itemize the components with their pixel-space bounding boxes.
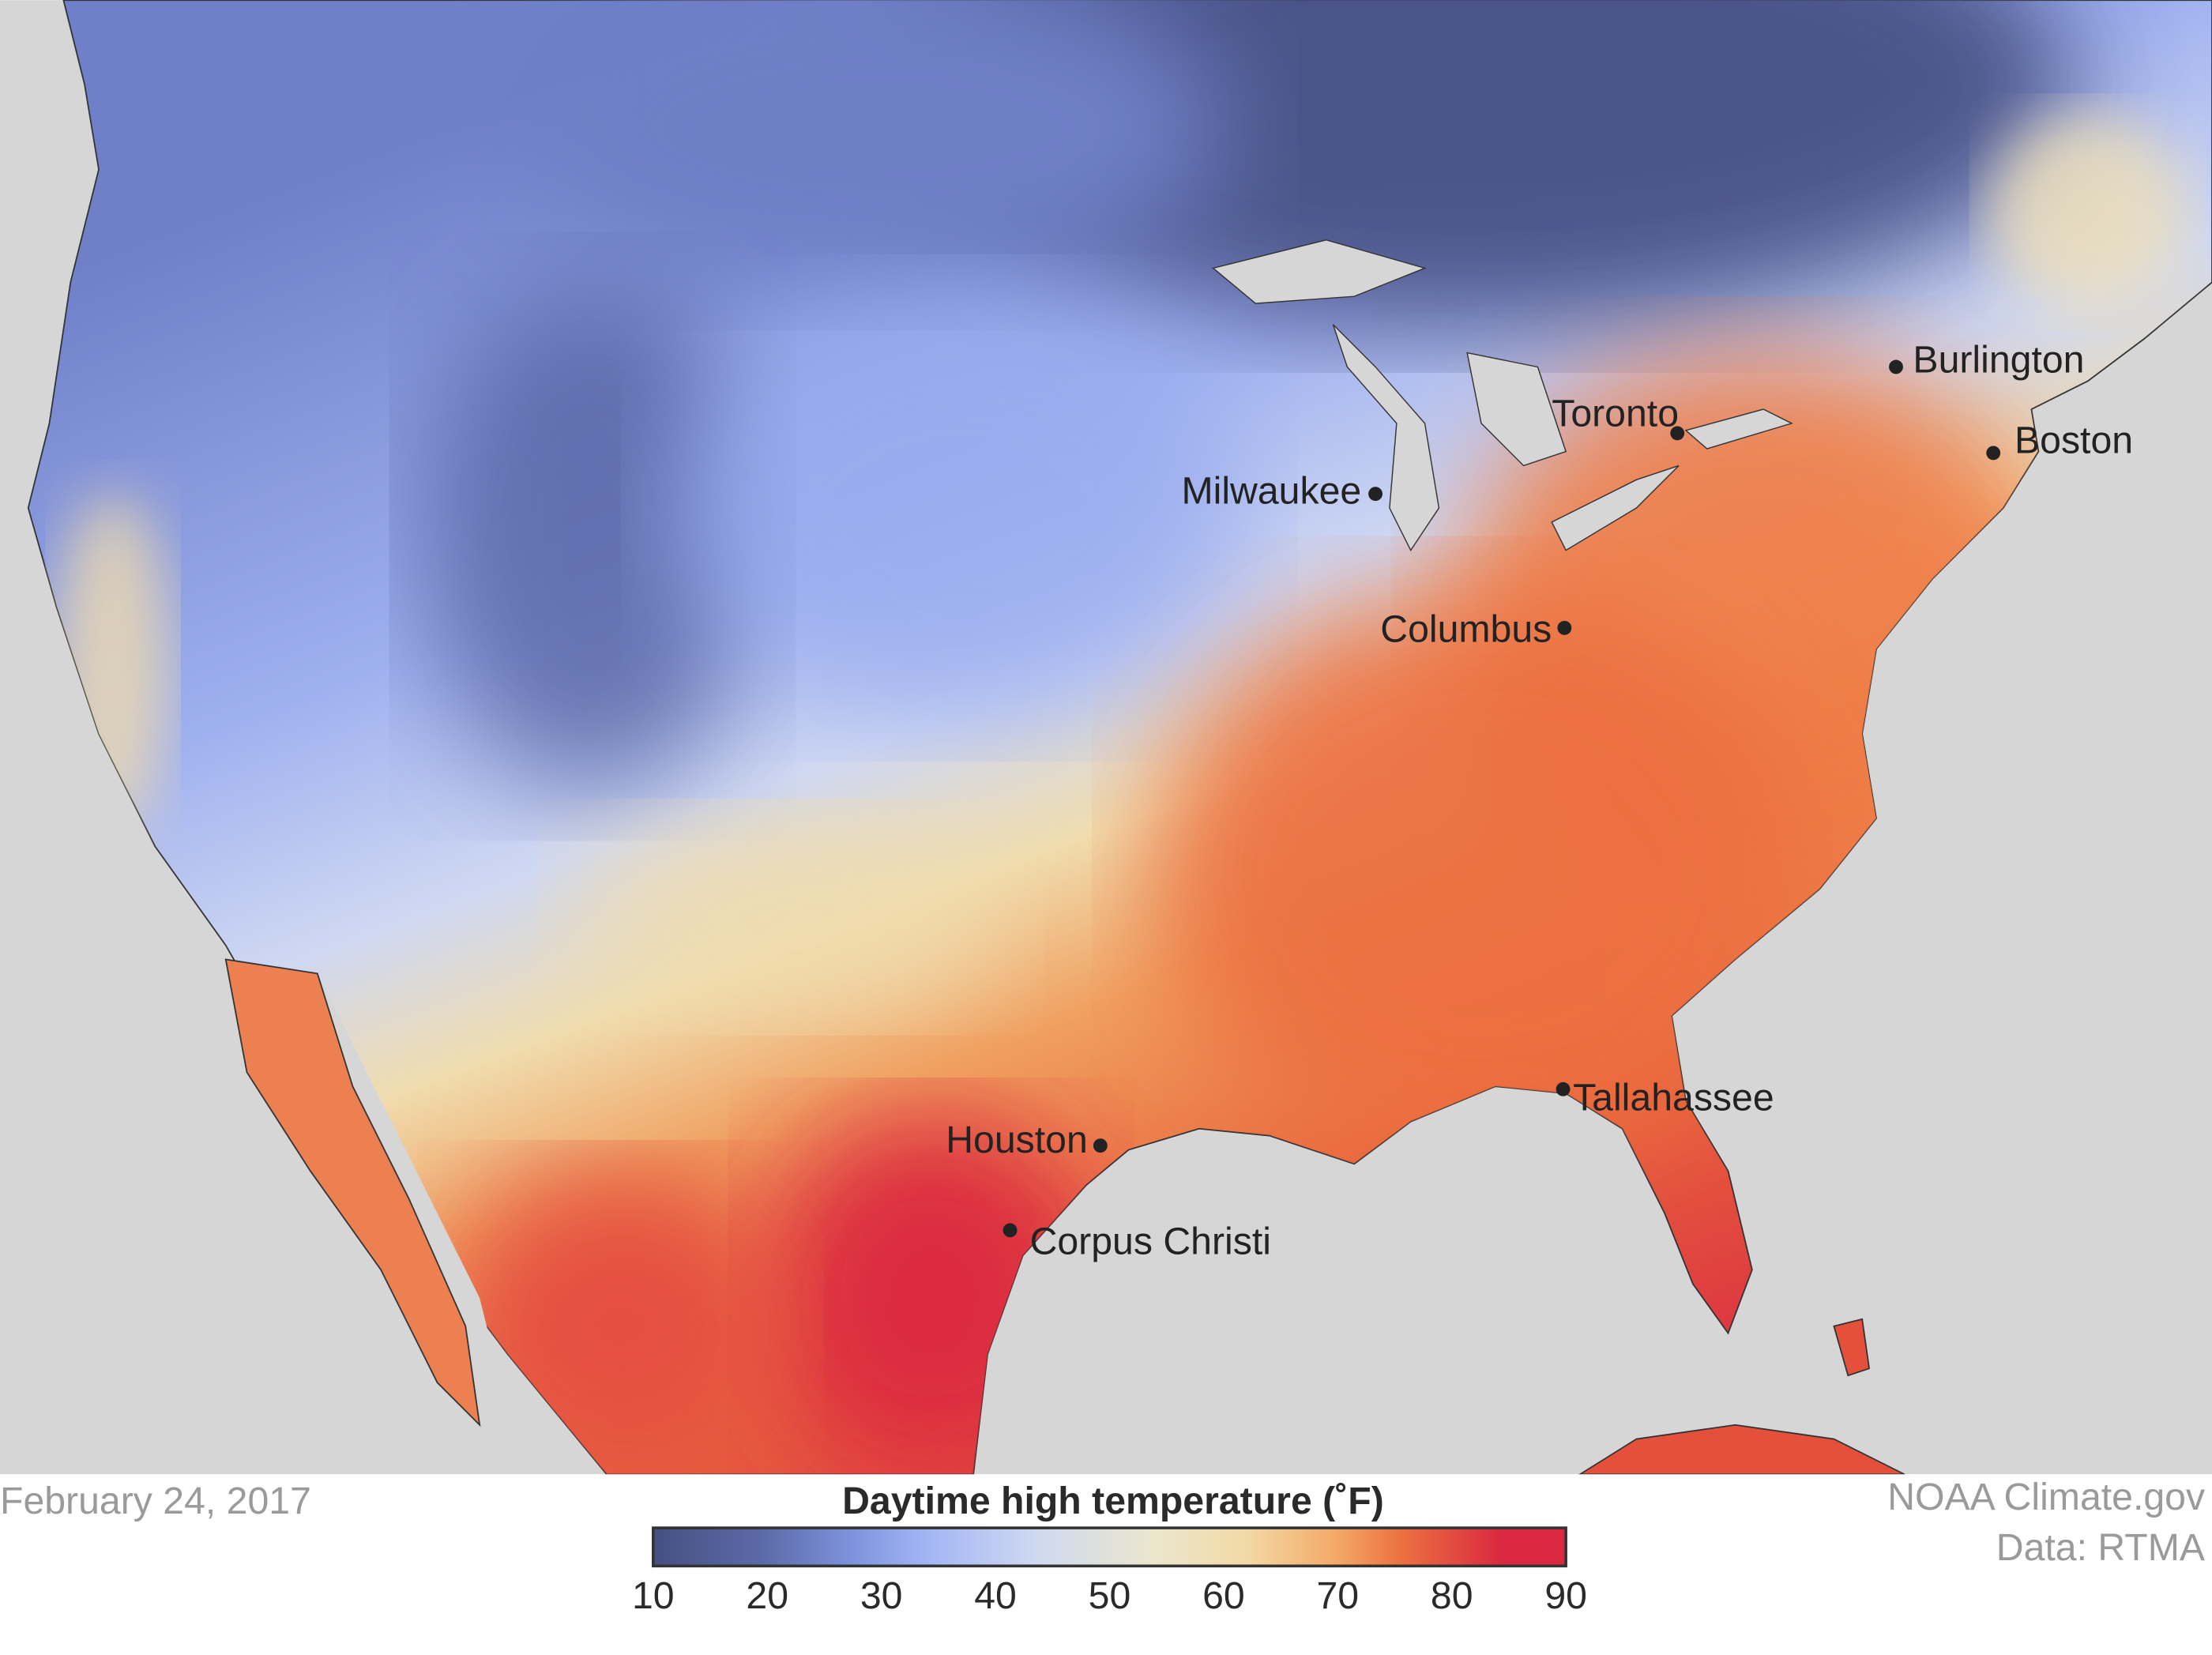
city-dot: [1093, 1138, 1108, 1153]
legend-tick-label: 40: [974, 1574, 1017, 1617]
city-label: Toronto: [1552, 392, 1679, 434]
city-dot: [1986, 446, 2001, 461]
city-label: Milwaukee: [1181, 470, 1361, 513]
city-toronto: Toronto: [1552, 392, 1685, 441]
data-source-label: Data: RTMA: [1996, 1526, 2206, 1569]
city-milwaukee: Milwaukee: [1181, 470, 1382, 513]
credit-label: NOAA Climate.gov: [1887, 1476, 2205, 1518]
city-corpus-christi: Corpus Christi: [1003, 1221, 1271, 1263]
legend-tick-label: 80: [1431, 1574, 1473, 1617]
city-label: Boston: [2014, 419, 2133, 461]
city-boston: Boston: [1986, 419, 2133, 461]
legend-title: Daytime high temperature (˚F): [842, 1480, 1384, 1522]
city-dot: [1556, 1081, 1571, 1096]
city-label: Corpus Christi: [1030, 1221, 1271, 1263]
legend-ticks: 10 20 30 40 50 60 70 80 90: [632, 1574, 1587, 1617]
city-columbus: Columbus: [1380, 608, 1572, 651]
legend-tick-label: 30: [860, 1574, 903, 1617]
city-dot: [1368, 487, 1382, 502]
city-burlington: Burlington: [1889, 339, 2084, 382]
date-label: February 24, 2017: [0, 1480, 311, 1522]
city-tallahassee: Tallahassee: [1556, 1077, 1774, 1119]
legend-tick-label: 90: [1544, 1574, 1587, 1617]
legend-tick-label: 60: [1202, 1574, 1245, 1617]
legend-tick-label: 70: [1316, 1574, 1359, 1617]
city-label: Burlington: [1913, 339, 2084, 382]
lake-erie: [1551, 465, 1680, 551]
legend-tick-label: 10: [632, 1574, 675, 1617]
city-dot: [1557, 620, 1572, 635]
legend-tick-label: 20: [746, 1574, 788, 1617]
lake-ontario: [1684, 408, 1793, 449]
bahamas-island: [1833, 1318, 1871, 1377]
city-label: Columbus: [1380, 608, 1552, 651]
city-label: Tallahassee: [1573, 1077, 1774, 1119]
city-dot: [1670, 426, 1685, 441]
legend-colorbar: [652, 1526, 1567, 1568]
baja-peninsula: [224, 958, 481, 1427]
lake-superior: [1212, 239, 1427, 304]
lake-huron: [1466, 352, 1567, 467]
city-label: Houston: [946, 1119, 1088, 1161]
city-houston: Houston: [946, 1119, 1108, 1161]
legend-tick-label: 50: [1089, 1574, 1131, 1617]
lake-michigan: [1332, 324, 1440, 552]
temperature-field: [56, 0, 2187, 1475]
city-dot: [1003, 1223, 1018, 1238]
city-dot: [1889, 359, 1903, 374]
